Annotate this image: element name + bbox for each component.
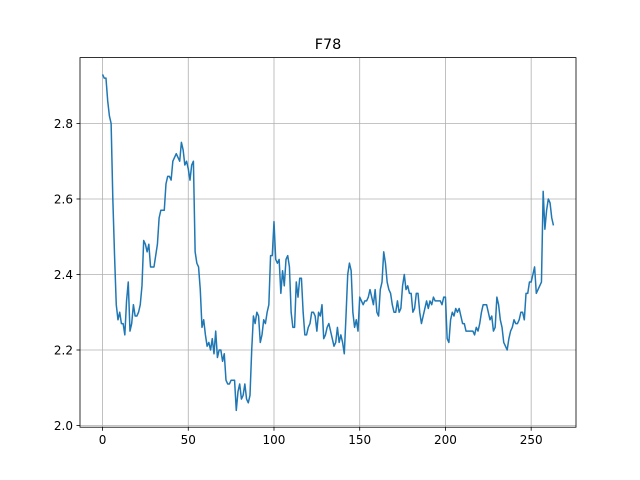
y-tick-label: 2.2 (54, 343, 73, 357)
x-tick-label: 250 (520, 433, 543, 447)
y-tick-label: 2.0 (54, 419, 73, 433)
x-tick-label: 0 (99, 433, 107, 447)
axes-frame (79, 57, 577, 428)
x-tick-label: 50 (181, 433, 196, 447)
x-tick-label: 200 (434, 433, 457, 447)
grid (80, 57, 576, 428)
y-tick-label: 2.6 (54, 192, 73, 206)
x-tick-label: 150 (348, 433, 371, 447)
x-tick-label: 100 (263, 433, 286, 447)
y-tick-label: 2.8 (54, 117, 73, 131)
plot-area (101, 74, 555, 412)
chart-title: F78 (315, 37, 342, 53)
data-line (101, 74, 555, 412)
y-tick-label: 2.4 (54, 268, 73, 282)
